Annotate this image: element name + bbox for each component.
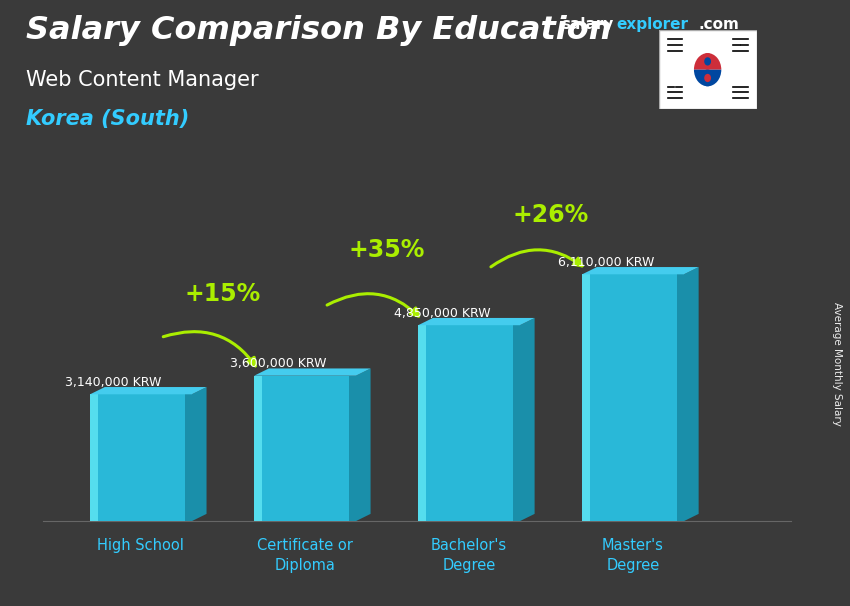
Polygon shape	[513, 325, 520, 521]
Polygon shape	[677, 275, 684, 521]
Polygon shape	[254, 376, 263, 521]
Polygon shape	[582, 267, 699, 275]
Polygon shape	[90, 387, 207, 395]
Text: .com: .com	[699, 17, 740, 32]
Wedge shape	[694, 70, 722, 86]
Circle shape	[704, 74, 711, 82]
Text: explorer: explorer	[616, 17, 689, 32]
Text: +26%: +26%	[513, 203, 589, 227]
Polygon shape	[90, 395, 99, 521]
Polygon shape	[348, 376, 356, 521]
Text: 4,850,000 KRW: 4,850,000 KRW	[394, 307, 490, 319]
Polygon shape	[356, 368, 371, 521]
Circle shape	[700, 70, 715, 86]
Polygon shape	[418, 318, 535, 325]
Polygon shape	[418, 325, 427, 521]
Text: 6,110,000 KRW: 6,110,000 KRW	[558, 256, 654, 268]
Text: Salary Comparison By Education: Salary Comparison By Education	[26, 15, 611, 46]
Wedge shape	[694, 53, 722, 70]
Text: Korea (South): Korea (South)	[26, 109, 189, 129]
Text: +15%: +15%	[184, 282, 261, 307]
Text: Web Content Manager: Web Content Manager	[26, 70, 258, 90]
Text: +35%: +35%	[348, 238, 425, 262]
Circle shape	[704, 57, 711, 65]
Text: salary: salary	[561, 17, 614, 32]
Polygon shape	[684, 267, 699, 521]
Polygon shape	[184, 395, 192, 521]
Polygon shape	[254, 368, 371, 376]
Circle shape	[700, 53, 715, 70]
Text: 3,140,000 KRW: 3,140,000 KRW	[65, 376, 162, 388]
Polygon shape	[192, 387, 207, 521]
Polygon shape	[418, 325, 520, 521]
Polygon shape	[90, 395, 192, 521]
Text: 3,600,000 KRW: 3,600,000 KRW	[230, 357, 326, 370]
Polygon shape	[582, 275, 590, 521]
Polygon shape	[254, 376, 356, 521]
Text: Average Monthly Salary: Average Monthly Salary	[832, 302, 842, 425]
Polygon shape	[520, 318, 535, 521]
Polygon shape	[582, 275, 684, 521]
